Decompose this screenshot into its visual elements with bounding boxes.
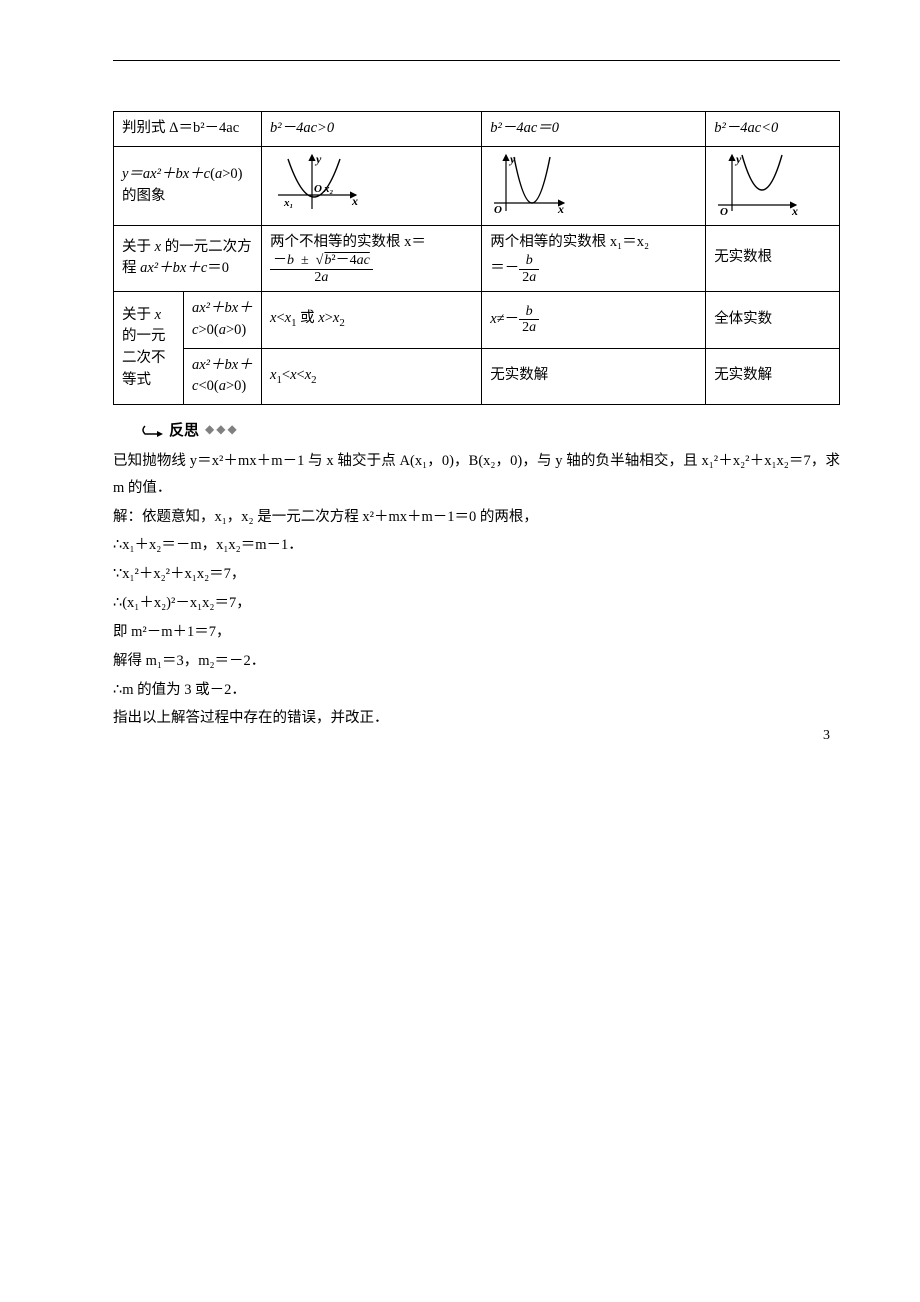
horizontal-rule [113,60,840,61]
cell-roots-none: 无实数根 [706,225,840,292]
solution-line: ∴(x₁＋x₂)²－x₁x₂＝7， [113,590,840,617]
page: 判别式 Δ＝b²－4ac b²－4ac>0 b²－4ac＝0 b²－4ac<0 … [0,0,920,774]
cell-roots-two: 两个不相等的实数根 x＝ －b ± √b²－4ac 2a [262,225,482,292]
text: b²－4ac>0 [270,120,334,136]
diamond-decoration: ◆◆◆ [205,422,239,437]
cell-sol-lt-none: 无实数解 [706,348,840,405]
svg-text:O: O [720,206,728,215]
table-row: 判别式 Δ＝b²－4ac b²－4ac>0 b²－4ac＝0 b²－4ac<0 [114,112,840,147]
svg-text:y: y [734,152,742,166]
cell-sol-lt-one: 无实数解 [482,348,706,405]
solution-line: 解：依题意知，x₁，x₂ 是一元二次方程 x²＋mx＋m－1＝0 的两根， [113,504,840,531]
solution-line: 即 m²－m＋1＝7， [113,619,840,646]
table-row: y＝ax²＋bx＋c(a>0)的图象 y x O x₁ x₂ [114,146,840,225]
solution-line: ∵x₁²＋x₂²＋x₁x₂＝7， [113,561,840,588]
svg-text:x: x [557,202,564,215]
table-row: 关于 x 的一元二次方程 ax²＋bx＋c＝0 两个不相等的实数根 x＝ －b … [114,225,840,292]
section-title: 反思 [169,419,199,440]
instruction-line: 指出以上解答过程中存在的错误，并改正． [113,705,840,732]
text: b²－4ac<0 [714,120,778,136]
parabola-one-root-icon: y x O [486,149,576,215]
svg-text:O: O [314,183,322,195]
solution-line: ∴x₁＋x₂＝－m，x₁x₂＝m－1． [113,532,840,559]
svg-text:x: x [351,194,358,208]
arrow-icon [141,422,165,438]
cell-eq0: b²－4ac＝0 [482,112,706,147]
svg-text:x: x [791,204,798,215]
cell-ineq-lt: ax²＋bx＋c<0(a>0) [184,348,262,405]
cell-sol-lt-two: x1<x<x2 [262,348,482,405]
cell-sol-gt-none: 全体实数 [706,292,840,349]
text: b²－4ac＝0 [490,120,559,136]
table-row: ax²＋bx＋c<0(a>0) x1<x<x2 无实数解 无实数解 [114,348,840,405]
comparison-table: 判别式 Δ＝b²－4ac b²－4ac>0 b²－4ac＝0 b²－4ac<0 … [113,111,840,405]
section-header: 反思 ◆◆◆ [141,419,840,440]
svg-text:x₁: x₁ [283,197,293,209]
text: 两个不相等的实数根 x＝ [270,234,426,250]
cell-sol-gt-two: x<x1 或 x>x2 [262,292,482,349]
cell-ineq-gt: ax²＋bx＋c>0(a>0) [184,292,262,349]
cell-graph-label: y＝ax²＋bx＋c(a>0)的图象 [114,146,262,225]
problem-statement: 已知抛物线 y＝x²＋mx＋m－1 与 x 轴交于点 A(x₁，0)，B(x₂，… [113,448,840,502]
svg-text:x₂: x₂ [323,183,334,195]
parabola-no-root-icon: y x O [710,149,806,215]
svg-text:y: y [314,152,322,166]
cell-lt0: b²－4ac<0 [706,112,840,147]
cell-graph-no-root: y x O [706,146,840,225]
svg-text:y: y [508,152,516,166]
parabola-two-roots-icon: y x O x₁ x₂ [266,149,366,215]
solution-line: 解得 m₁＝3，m₂＝－2． [113,648,840,675]
page-number: 3 [823,728,830,744]
cell-sol-gt-one: x≠－b2a [482,292,706,349]
cell-graph-one-root: y x O [482,146,706,225]
quadratic-formula: －b ± √b²－4ac 2a [270,253,373,285]
table-row: 关于 x 的一元二次不等式 ax²＋bx＋c>0(a>0) x<x1 或 x>x… [114,292,840,349]
solution-line: ∴m 的值为 3 或－2． [113,677,840,704]
cell-equation-label: 关于 x 的一元二次方程 ax²＋bx＋c＝0 [114,225,262,292]
cell-gt0: b²－4ac>0 [262,112,482,147]
cell-roots-one: 两个相等的实数根 x₁＝x₂ ＝－b2a [482,225,706,292]
svg-text:O: O [494,204,502,215]
text: 两个相等的实数根 x₁＝x₂ [490,234,649,250]
cell-inequality-label: 关于 x 的一元二次不等式 [114,292,184,405]
cell-graph-two-roots: y x O x₁ x₂ [262,146,482,225]
cell-discriminant: 判别式 Δ＝b²－4ac [114,112,262,147]
